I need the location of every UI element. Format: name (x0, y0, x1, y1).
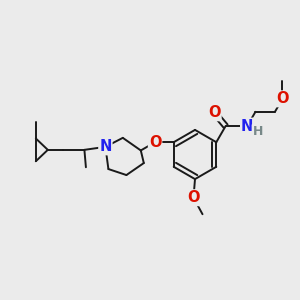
Text: O: O (187, 190, 200, 205)
Text: N: N (241, 118, 253, 134)
Text: N: N (99, 139, 112, 154)
Text: O: O (208, 105, 221, 120)
Text: O: O (276, 91, 289, 106)
Text: O: O (149, 135, 161, 150)
Text: H: H (253, 125, 263, 138)
